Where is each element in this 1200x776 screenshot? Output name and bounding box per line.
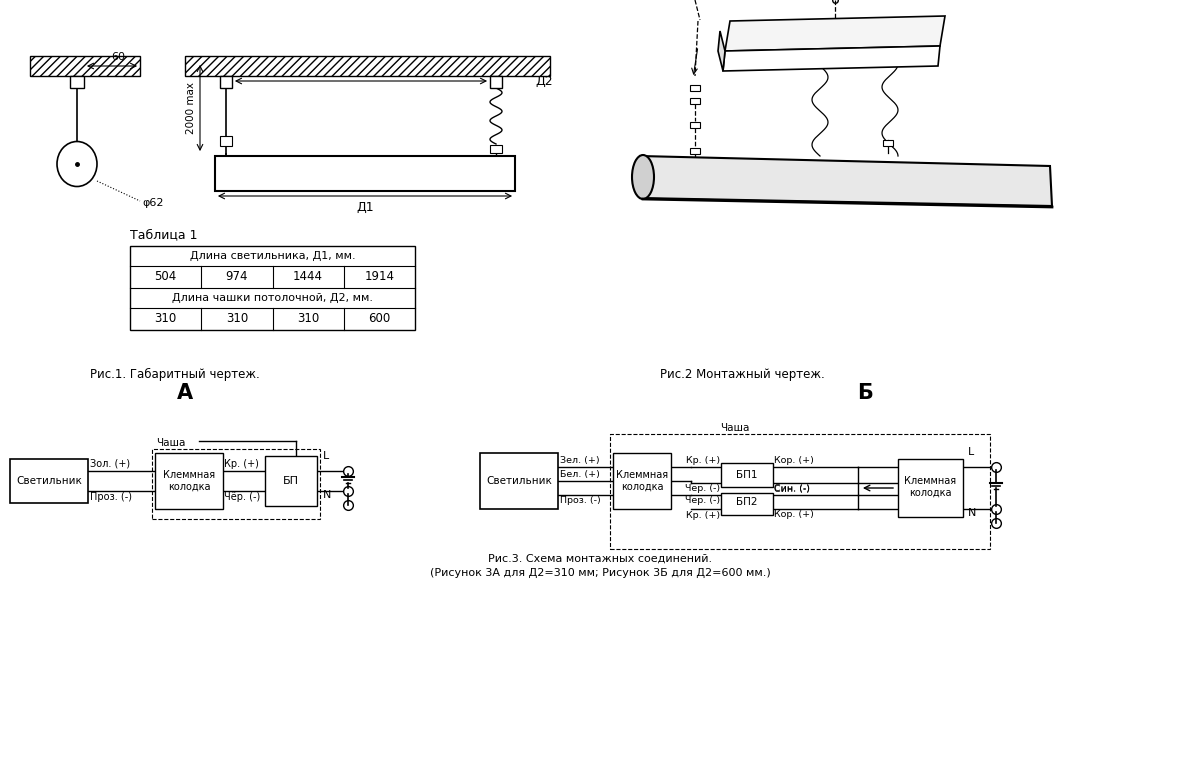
Text: Кр. (+): Кр. (+) bbox=[224, 459, 259, 469]
Bar bbox=[152, 449, 320, 519]
Text: 2000 max: 2000 max bbox=[186, 82, 196, 134]
Polygon shape bbox=[725, 16, 946, 51]
Text: Д2: Д2 bbox=[535, 74, 553, 88]
Ellipse shape bbox=[632, 155, 654, 199]
Text: Кр. (+): Кр. (+) bbox=[686, 511, 720, 520]
Text: L: L bbox=[323, 451, 329, 461]
Bar bbox=[721, 463, 773, 487]
Text: БП1: БП1 bbox=[737, 470, 757, 480]
Text: БП2: БП2 bbox=[737, 497, 757, 507]
Text: Зол. (+): Зол. (+) bbox=[90, 459, 130, 469]
Text: Клеммная
колодка: Клеммная колодка bbox=[905, 476, 956, 497]
Polygon shape bbox=[640, 156, 1052, 206]
Text: 600: 600 bbox=[368, 313, 390, 325]
Bar bbox=[690, 122, 700, 128]
Text: 504: 504 bbox=[155, 271, 176, 283]
Text: Светильник: Светильник bbox=[16, 476, 82, 486]
Bar bbox=[265, 456, 317, 506]
Text: А: А bbox=[176, 383, 193, 403]
Text: Клеммная
колодка: Клеммная колодка bbox=[163, 470, 215, 492]
Text: Рис.3. Схема монтажных соединений.
(Рисунок 3А для Д2=310 мм; Рисунок 3Б для Д2=: Рис.3. Схема монтажных соединений. (Рису… bbox=[430, 554, 770, 578]
Bar bbox=[130, 246, 415, 330]
Text: 310: 310 bbox=[298, 313, 319, 325]
Text: L: L bbox=[968, 447, 974, 457]
Text: φ62: φ62 bbox=[142, 198, 163, 208]
Polygon shape bbox=[718, 31, 725, 71]
Text: БП: БП bbox=[283, 476, 299, 486]
Text: Д1: Д1 bbox=[356, 201, 374, 214]
Bar bbox=[883, 140, 893, 146]
Bar bbox=[721, 493, 773, 515]
Bar bbox=[690, 85, 700, 91]
Text: Зел. (+): Зел. (+) bbox=[560, 456, 600, 465]
Text: Бел. (+): Бел. (+) bbox=[560, 470, 600, 479]
Text: Кор. (+): Кор. (+) bbox=[774, 456, 814, 465]
Bar bbox=[613, 453, 671, 509]
Text: Кр. (+): Кр. (+) bbox=[686, 456, 720, 465]
Bar bbox=[220, 136, 232, 146]
Text: Чер. (-): Чер. (-) bbox=[685, 484, 720, 493]
Text: N: N bbox=[323, 490, 331, 500]
Bar bbox=[220, 76, 232, 88]
Ellipse shape bbox=[58, 141, 97, 186]
Bar bbox=[70, 76, 84, 88]
Text: Рис.1. Габаритный чертеж.: Рис.1. Габаритный чертеж. bbox=[90, 368, 259, 381]
Text: Б: Б bbox=[857, 383, 872, 403]
Bar bbox=[480, 453, 558, 509]
Text: 1914: 1914 bbox=[365, 271, 395, 283]
Bar bbox=[690, 148, 700, 154]
Text: N: N bbox=[968, 508, 977, 518]
Text: 974: 974 bbox=[226, 271, 248, 283]
Text: Таблица 1: Таблица 1 bbox=[130, 228, 198, 241]
Text: Чаша: Чаша bbox=[156, 438, 185, 448]
Bar bbox=[155, 453, 223, 509]
Text: 310: 310 bbox=[226, 313, 248, 325]
Text: Чер. (-): Чер. (-) bbox=[685, 496, 720, 505]
Polygon shape bbox=[722, 46, 940, 71]
Text: Длина светильника, Д1, мм.: Длина светильника, Д1, мм. bbox=[190, 251, 355, 261]
Text: Син. (-): Син. (-) bbox=[774, 484, 810, 493]
Text: Син. (-): Син. (-) bbox=[774, 485, 810, 494]
Text: Клеммная
колодка: Клеммная колодка bbox=[616, 470, 668, 492]
Text: Светильник: Светильник bbox=[486, 476, 552, 486]
Bar bbox=[610, 434, 990, 549]
Text: 1444: 1444 bbox=[293, 271, 323, 283]
Bar bbox=[215, 156, 515, 191]
Bar bbox=[30, 56, 140, 76]
Text: Чаша: Чаша bbox=[720, 423, 749, 433]
Bar bbox=[490, 145, 502, 153]
Text: Рис.2 Монтажный чертеж.: Рис.2 Монтажный чертеж. bbox=[660, 368, 824, 381]
Text: Чёр. (-): Чёр. (-) bbox=[224, 492, 260, 502]
Text: Длина чашки потолочной, Д2, мм.: Длина чашки потолочной, Д2, мм. bbox=[172, 293, 373, 303]
Text: Проз. (-): Проз. (-) bbox=[560, 496, 601, 505]
Text: Кор. (+): Кор. (+) bbox=[774, 510, 814, 519]
Text: Проз. (-): Проз. (-) bbox=[90, 492, 132, 502]
Bar bbox=[10, 459, 88, 503]
Bar bbox=[898, 459, 964, 517]
Bar bbox=[490, 76, 502, 88]
Bar bbox=[185, 56, 550, 76]
Text: 60: 60 bbox=[112, 52, 125, 62]
Bar bbox=[690, 98, 700, 104]
Text: 310: 310 bbox=[155, 313, 176, 325]
